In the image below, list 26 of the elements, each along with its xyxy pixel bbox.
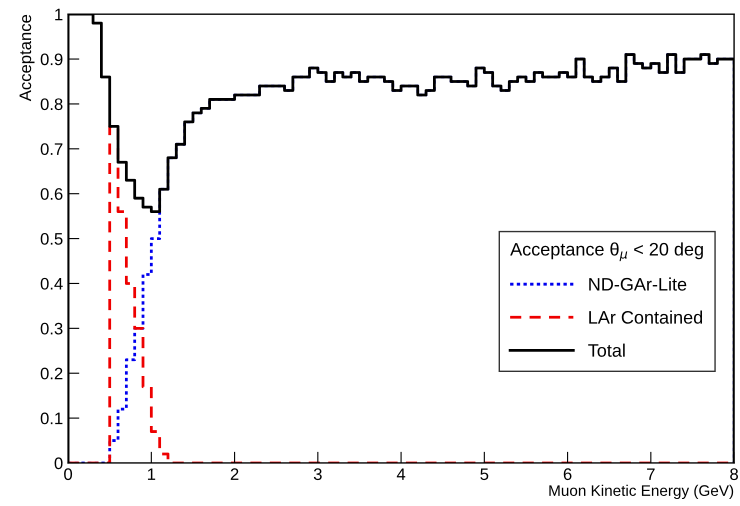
x-tick-label: 8 [730,468,738,480]
x-tick-label: 7 [647,468,655,480]
y-tick-label: 0.9 [40,53,62,66]
y-tick-label: 0.1 [40,412,62,424]
x-tick-label: 5 [480,468,488,480]
y-tick-label: 0.7 [40,143,62,156]
series-label: Total [588,344,625,357]
y-tick-label: 0.5 [40,232,63,245]
series-label: ND-GAr-Lite [589,277,686,291]
legend-title: Acceptance θ$_{μ}$ < 20 deg [510,242,703,262]
y-tick-label: 0.4 [40,278,63,290]
x-tick-label: 4 [396,468,406,480]
x-tick-label: 2 [230,468,238,480]
x-axis-title: Muon Kinetic Energy (GeV) [549,484,734,500]
y-tick-label: 0.8 [40,98,62,110]
y-axis-title: Acceptance [20,14,34,102]
x-tick-label: 1 [148,468,156,480]
x-tick-label: 6 [564,468,572,480]
y-tick-label: 1 [55,8,62,20]
x-tick-label: 0 [64,468,72,480]
x-tick-label: 3 [314,468,322,480]
y-tick-label: 0.3 [40,322,62,335]
legend-label: LAr Contained [589,310,702,324]
y-tick-label: 0.2 [40,368,62,380]
y-tick-label: 0 [54,457,63,470]
y-tick-label: 0.6 [40,188,62,200]
